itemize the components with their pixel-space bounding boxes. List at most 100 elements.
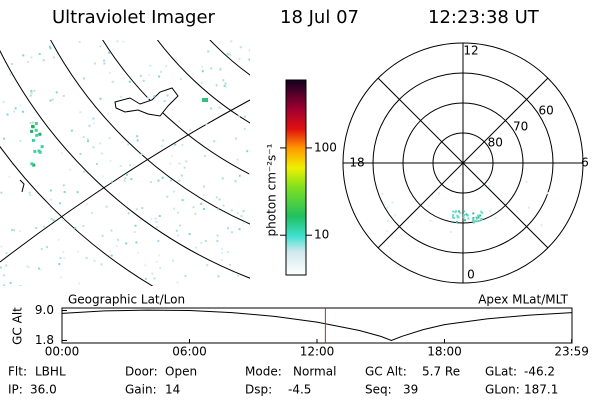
emission-dot [27, 266, 30, 269]
emission-dot [119, 164, 122, 167]
mlt-label: 6 [581, 156, 589, 170]
emission-dot [154, 217, 157, 220]
emission-dot [19, 285, 22, 286]
emission-dot [35, 227, 38, 230]
emission-dot [210, 67, 213, 70]
emission-dot [115, 244, 118, 247]
emission-dot [178, 179, 181, 182]
emission-dot [62, 94, 65, 97]
field-value: Open [165, 365, 197, 379]
emission-dot [463, 210, 466, 213]
emission-dot [381, 192, 384, 195]
emission-dot [158, 254, 161, 257]
emission-dot [123, 179, 126, 182]
emission-dot [248, 49, 250, 52]
emission-dot [19, 140, 22, 143]
emission-dot [99, 45, 102, 48]
emission-dot [230, 209, 233, 212]
emission-dot [59, 256, 62, 259]
emission-dot [474, 217, 477, 220]
emission-dot [202, 98, 208, 102]
field-value: 39 [403, 383, 418, 397]
emission-dot [86, 137, 89, 140]
emission-dot [204, 240, 207, 243]
mlt-label: 0 [467, 268, 475, 282]
emission-dot [244, 115, 247, 118]
emission-dot [540, 224, 543, 227]
emission-dot [9, 73, 12, 76]
emission-dot [467, 217, 470, 220]
field-label: Seq: [365, 383, 392, 397]
emission-dot [179, 78, 182, 81]
emission-dot [157, 239, 160, 242]
emission-dot [144, 264, 147, 267]
emission-dot [459, 211, 462, 214]
emission-dot [228, 263, 231, 266]
emission-dot [207, 50, 210, 53]
emission-dot [215, 196, 218, 199]
polar-spoke [377, 77, 549, 249]
emission-dot [170, 155, 173, 158]
emission-dot [55, 91, 58, 94]
emission-dot [0, 266, 3, 269]
emission-dot [176, 211, 179, 214]
emission-dot [480, 217, 483, 220]
emission-dot [481, 211, 484, 214]
emission-dot [2, 274, 5, 277]
emission-dot [74, 226, 77, 229]
emission-dot [30, 56, 33, 59]
emission-dot [215, 84, 218, 87]
emission-dot [243, 221, 246, 224]
y-tick-label: 1.8 [35, 333, 54, 347]
emission-dot [13, 110, 16, 113]
emission-dot [173, 207, 176, 210]
emission-dot [13, 229, 16, 232]
field-label: GC Alt: [365, 365, 407, 379]
field-label: Gain: [125, 383, 157, 397]
colorbar-tick-label: 100 [314, 140, 337, 154]
emission-dot [141, 207, 144, 210]
emission-dot [231, 231, 234, 234]
emission-dot [103, 62, 106, 65]
emission-dot [34, 122, 38, 126]
field-label: GLat: [485, 365, 517, 379]
emission-dot [38, 150, 42, 154]
emission-dot [218, 198, 221, 201]
emission-dot [238, 174, 241, 177]
emission-dot [19, 104, 22, 107]
emission-dot [58, 262, 61, 265]
emission-dot [29, 194, 32, 197]
emission-dot [0, 245, 3, 248]
emission-dot [454, 211, 457, 214]
emission-dot [195, 246, 198, 249]
emission-dot [136, 139, 139, 142]
emission-dot [477, 214, 480, 217]
emission-dot [49, 189, 52, 192]
emission-dot [161, 176, 164, 179]
emission-dot [162, 139, 165, 142]
emission-dot [133, 231, 136, 234]
emission-dot [391, 201, 394, 204]
emission-dot [120, 95, 123, 98]
emission-dot [21, 110, 24, 113]
emission-dot [87, 140, 90, 143]
emission-dot [180, 174, 183, 177]
map-emission [0, 40, 250, 286]
emission-dot [449, 230, 452, 233]
emission-dot [222, 204, 225, 207]
emission-dot [456, 214, 459, 217]
emission-dot [163, 100, 166, 103]
emission-dot [150, 181, 153, 184]
emission-dot [38, 267, 41, 270]
emission-dot [464, 219, 467, 222]
emission-dot [93, 259, 96, 262]
emission-dot [32, 121, 35, 124]
emission-dot [110, 254, 113, 257]
emission-dot [22, 54, 25, 57]
emission-dot [165, 65, 168, 68]
emission-dot [93, 62, 96, 65]
emission-dot [144, 277, 147, 280]
emission-dot [248, 173, 250, 176]
emission-dot [476, 220, 479, 223]
x-tick-label: 23:59 [554, 345, 589, 359]
